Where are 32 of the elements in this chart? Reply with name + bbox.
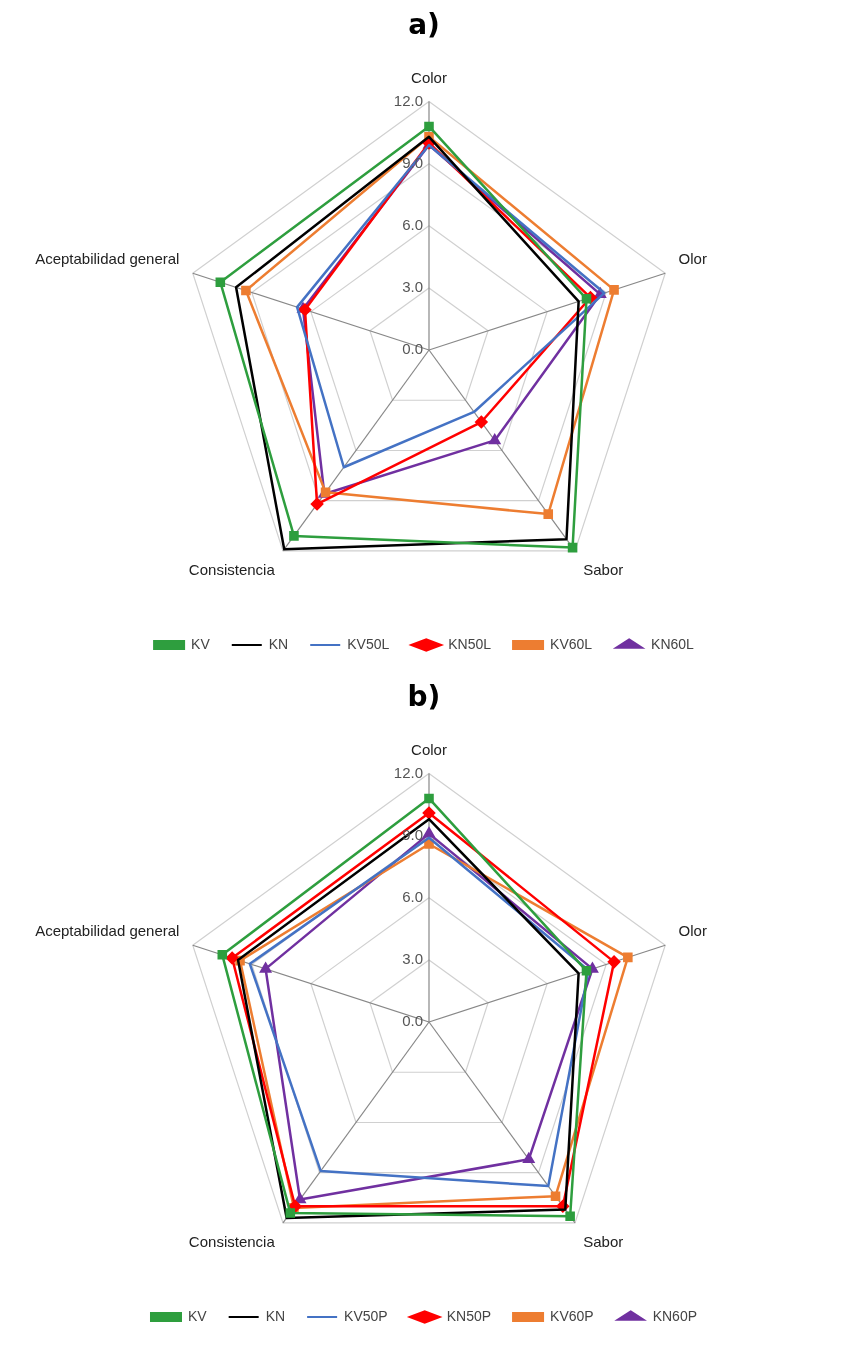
spoke-label: Color — [411, 68, 447, 86]
y-tick-label: 3.0 — [402, 950, 423, 968]
legend-label: KN50L — [448, 635, 492, 652]
spoke-label: Sabor — [583, 561, 624, 579]
chart-title: a) — [408, 8, 440, 42]
spoke-label: Consistencia — [188, 561, 276, 579]
legend-label: KV50L — [347, 635, 390, 652]
y-tick-label: 6.0 — [402, 215, 423, 233]
legend-label: KN — [268, 635, 289, 652]
y-tick-label: 12.0 — [393, 763, 423, 781]
spoke-label: Aceptabilidad general — [35, 922, 180, 940]
legend-label: KN60L — [651, 635, 695, 652]
spoke-label: Olor — [678, 922, 707, 940]
legend-label: KN — [265, 1307, 286, 1324]
spoke-label: Olor — [678, 250, 707, 268]
y-tick-label: 3.0 — [402, 278, 423, 296]
legend-label: KV — [191, 635, 211, 652]
y-tick-label: 6.0 — [402, 887, 423, 905]
legend-label: KV50P — [344, 1307, 388, 1324]
spoke-label: Color — [411, 740, 447, 758]
legend-label: KN50P — [446, 1307, 492, 1324]
y-tick-label: 12.0 — [393, 91, 423, 109]
legend-label: KN60P — [652, 1307, 698, 1324]
legend-label: KV60L — [550, 635, 593, 652]
spoke-label: Aceptabilidad general — [35, 250, 180, 268]
legend-label: KV — [187, 1307, 208, 1324]
chart-title: b) — [407, 680, 441, 714]
spoke-label: Consistencia — [188, 1233, 276, 1251]
spoke-label: Sabor — [583, 1233, 624, 1251]
y-tick-label: 0.0 — [402, 1012, 423, 1030]
y-tick-label: 0.0 — [402, 340, 423, 358]
legend-label: KV60P — [550, 1307, 594, 1324]
